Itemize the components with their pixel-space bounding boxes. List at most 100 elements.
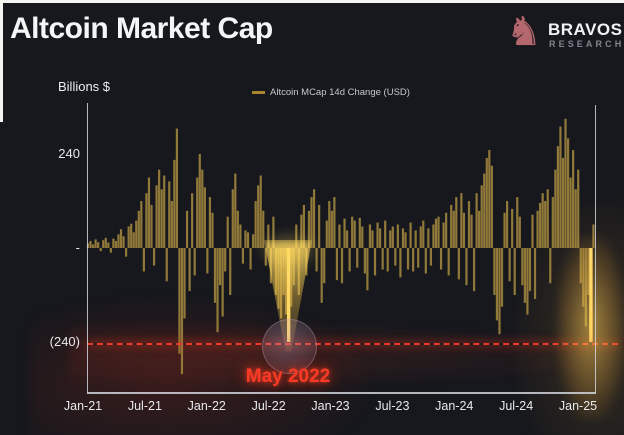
- bar: [168, 181, 171, 248]
- bar: [376, 222, 379, 248]
- bar: [132, 232, 135, 248]
- bar: [361, 226, 364, 248]
- bar: [241, 248, 245, 264]
- bar: [409, 222, 412, 248]
- bar: [203, 187, 206, 248]
- bar: [577, 169, 580, 248]
- x-tick-label: Jan-25: [558, 399, 598, 413]
- bar: [198, 154, 201, 248]
- bar: [412, 248, 415, 272]
- bar: [417, 248, 420, 268]
- bar: [559, 126, 562, 248]
- bar: [508, 248, 511, 282]
- bar: [107, 242, 110, 248]
- page-title: Altcoin Market Cap: [10, 12, 273, 45]
- x-tick-label: Jan-21: [63, 399, 103, 413]
- bar: [267, 224, 270, 248]
- bar: [394, 248, 397, 266]
- bar: [234, 173, 237, 248]
- bar: [152, 248, 156, 266]
- bar: [345, 230, 349, 249]
- bar: [264, 248, 267, 266]
- bar: [249, 248, 252, 270]
- bar: [328, 201, 331, 248]
- legend-series-label: Altcoin MCap 14d Change (USD): [270, 87, 410, 98]
- bar: [414, 230, 417, 249]
- bar: [455, 197, 458, 248]
- bar: [114, 240, 118, 248]
- bar: [513, 248, 516, 295]
- may-2022-bar-halo: [255, 228, 323, 272]
- y-axis-line: [86, 103, 88, 393]
- bar: [165, 248, 168, 282]
- bar: [569, 177, 572, 248]
- bar: [424, 248, 427, 274]
- bar: [396, 224, 399, 248]
- bar: [506, 201, 509, 248]
- bar: [180, 248, 184, 375]
- bar: [564, 118, 567, 248]
- bar: [480, 185, 483, 248]
- bar: [236, 210, 239, 248]
- may-2022-highlight-circle: [262, 319, 317, 374]
- bar: [460, 193, 463, 248]
- bar: [447, 248, 450, 276]
- bar: [521, 248, 524, 286]
- bar: [155, 185, 158, 248]
- y-axis-unit-label: Billions $: [58, 79, 111, 94]
- x-tick-label: Jul-23: [375, 399, 410, 413]
- brand-logo: ♞ BRAVOS RESEARCH: [504, 8, 622, 60]
- bar: [175, 128, 178, 248]
- bar: [178, 248, 181, 354]
- bar: [551, 197, 554, 248]
- bar: [302, 204, 305, 248]
- bar: [549, 248, 552, 284]
- bar: [511, 208, 514, 248]
- bar: [91, 244, 95, 248]
- x-tick-label: Jul-21: [127, 399, 162, 413]
- bar: [495, 248, 499, 321]
- bar: [358, 217, 361, 248]
- bar: [488, 150, 491, 248]
- plot-right-border: [594, 105, 596, 393]
- bar: [109, 248, 112, 253]
- bar: [498, 248, 501, 335]
- bar: [257, 185, 260, 248]
- bar: [252, 234, 255, 248]
- y-tick-label: -: [75, 240, 80, 255]
- x-tick-label: Jan-22: [187, 399, 226, 413]
- bar: [102, 240, 105, 248]
- page-edge-left: [0, 0, 3, 122]
- bar: [572, 150, 575, 248]
- y-tick-label: (240): [49, 334, 80, 349]
- bar: [478, 210, 481, 248]
- bar: [320, 248, 323, 303]
- bull-knight-logo-icon: ♞: [506, 10, 542, 54]
- bar: [351, 216, 354, 248]
- bar: [135, 220, 138, 248]
- bar: [399, 248, 402, 278]
- bar: [353, 220, 356, 248]
- bar: [119, 229, 123, 248]
- bar: [457, 248, 460, 280]
- page-edge-top: [0, 0, 624, 3]
- bar: [145, 193, 148, 248]
- may-2022-annotation: May 2022: [245, 366, 331, 387]
- bar: [244, 230, 247, 249]
- bar: [112, 238, 115, 248]
- bar: [561, 157, 565, 248]
- bar: [318, 204, 321, 248]
- bar: [183, 248, 186, 319]
- bar: [206, 248, 209, 274]
- bar: [330, 210, 333, 248]
- brand-subtitle: RESEARCH: [549, 39, 624, 49]
- bar: [500, 248, 504, 307]
- bar: [333, 197, 336, 248]
- bar: [432, 224, 435, 248]
- bar: [516, 197, 519, 248]
- bar: [158, 169, 161, 248]
- bar: [546, 189, 549, 248]
- bar: [404, 232, 407, 248]
- x-tick-label: Jul-22: [251, 399, 286, 413]
